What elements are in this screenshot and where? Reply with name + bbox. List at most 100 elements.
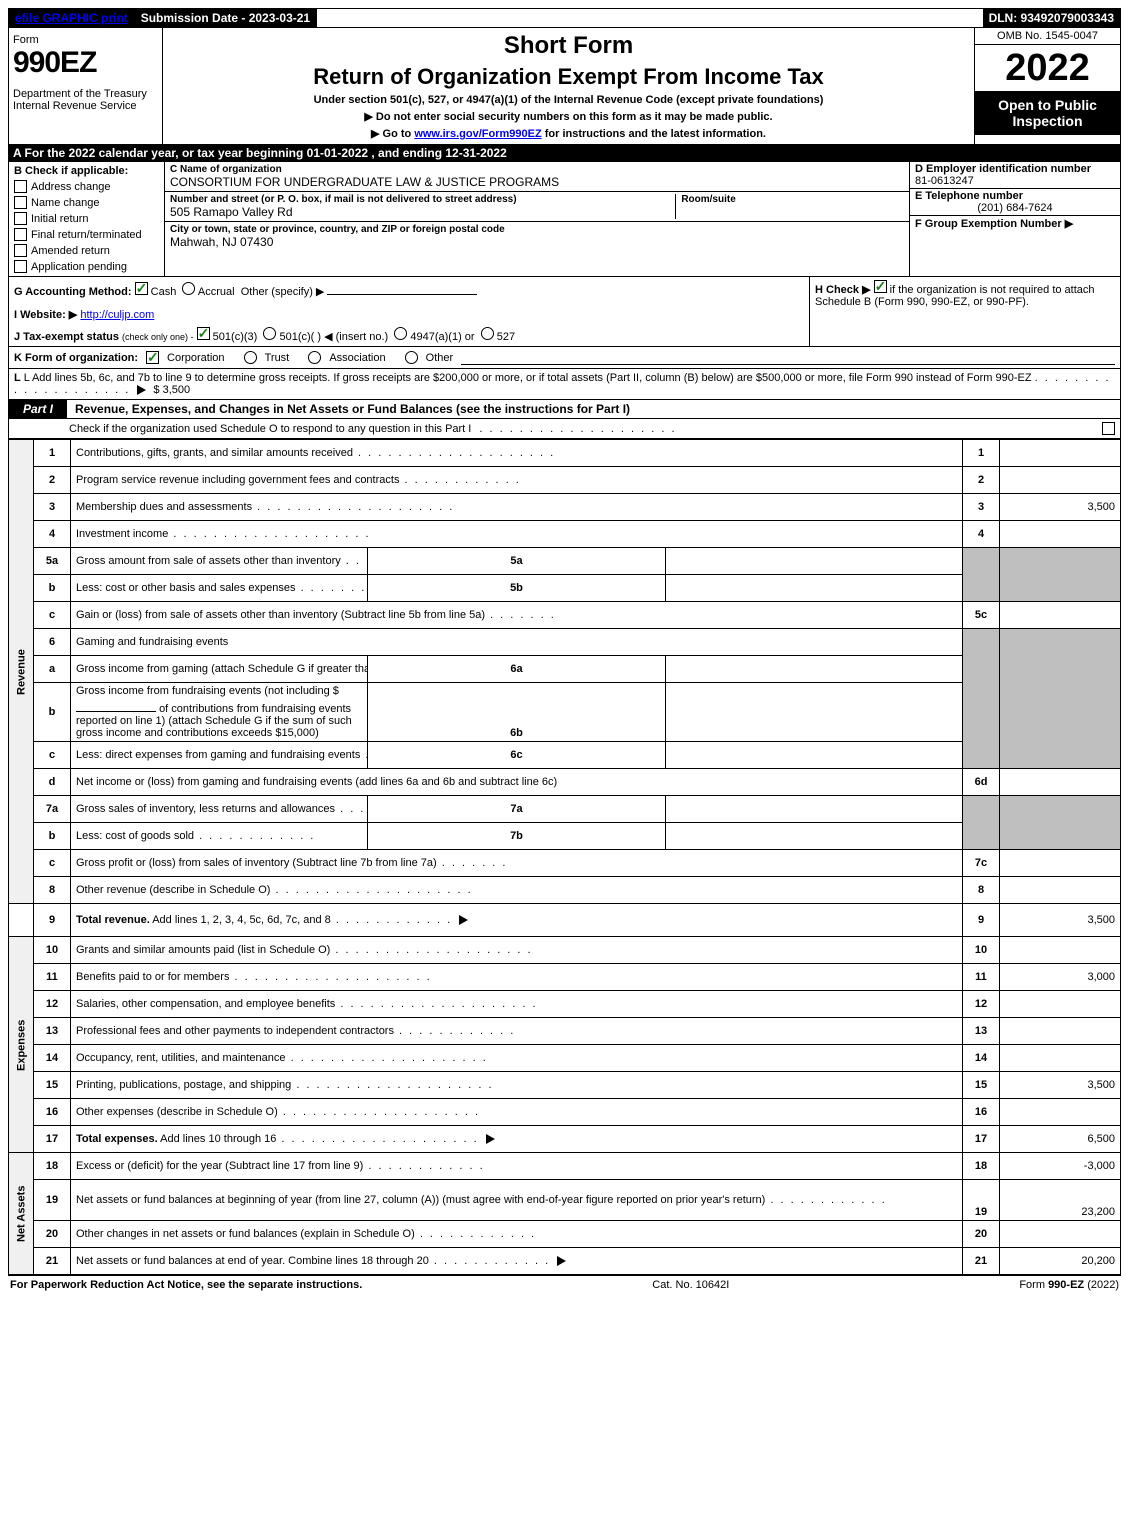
b-title: B Check if applicable:	[14, 165, 159, 177]
form-link[interactable]: www.irs.gov/Form990EZ	[414, 128, 541, 140]
line-2-amount	[1000, 467, 1121, 494]
radio-527[interactable]	[481, 327, 494, 340]
org-name: CONSORTIUM FOR UNDERGRADUATE LAW & JUSTI…	[170, 175, 904, 189]
footer-center: Cat. No. 10642I	[652, 1279, 729, 1291]
g-label: G Accounting Method:	[14, 286, 132, 298]
row-a-tax-year: A For the 2022 calendar year, or tax yea…	[8, 145, 1121, 162]
tax-year: 2022	[975, 45, 1120, 91]
sub3: ▶ Go to www.irs.gov/Form990EZ for instru…	[167, 127, 970, 140]
line-18-amount: -3,000	[1000, 1153, 1121, 1180]
l-row: L L Add lines 5b, 6c, and 7b to line 9 t…	[8, 369, 1121, 400]
checkbox-final-return[interactable]	[14, 228, 27, 241]
line-12-amount	[1000, 991, 1121, 1018]
ein-value: 81-0613247	[915, 175, 1115, 187]
omb: OMB No. 1545-0047	[975, 28, 1120, 45]
c-name-label: C Name of organization	[170, 164, 896, 175]
entity-info: B Check if applicable: Address change Na…	[8, 162, 1121, 277]
line-17-amount: 6,500	[1000, 1126, 1121, 1153]
i-label: I Website: ▶	[14, 309, 77, 321]
checkbox-cash[interactable]	[135, 282, 148, 295]
other-method-input[interactable]	[327, 280, 477, 295]
gh-row: G Accounting Method: Cash Accrual Other …	[8, 277, 1121, 347]
part1-header: Part I Revenue, Expenses, and Changes in…	[8, 400, 1121, 419]
line-7a-amount	[665, 796, 962, 823]
checkbox-address-change[interactable]	[14, 180, 27, 193]
submission-date: Submission Date - 2023-03-21	[135, 9, 317, 27]
part1-tab: Part I	[9, 400, 67, 418]
title-main: Return of Organization Exempt From Incom…	[167, 64, 970, 90]
checkbox-schedule-o-part1[interactable]	[1102, 422, 1115, 435]
checkbox-amended-return[interactable]	[14, 244, 27, 257]
line-15-amount: 3,500	[1000, 1072, 1121, 1099]
radio-accrual[interactable]	[182, 282, 195, 295]
checkbox-application-pending[interactable]	[14, 260, 27, 273]
sub2: ▶ Do not enter social security numbers o…	[167, 110, 970, 123]
h-label: H Check ▶	[815, 284, 871, 296]
k-row: K Form of organization: Corporation Trus…	[8, 347, 1121, 369]
form-label: Form	[13, 34, 39, 46]
title-short: Short Form	[167, 32, 970, 60]
line-5a-amount	[665, 548, 962, 575]
k-label: K Form of organization:	[14, 352, 138, 364]
revenue-table: Revenue 1 Contributions, gifts, grants, …	[8, 439, 1121, 1275]
line-6d-amount	[1000, 769, 1121, 796]
efile-print[interactable]: efile GRAPHIC print	[9, 9, 135, 27]
phone-value: (201) 684-7624	[915, 202, 1115, 214]
line-19-amount: 23,200	[1000, 1180, 1121, 1221]
checkbox-501c3[interactable]	[197, 327, 210, 340]
line-1-amount	[1000, 440, 1121, 467]
group-exemption-label: F Group Exemption Number ▶	[915, 217, 1115, 230]
line-8-amount	[1000, 877, 1121, 904]
form-number: 990EZ	[13, 46, 158, 80]
dept-label: Department of the Treasury Internal Reve…	[13, 88, 158, 112]
line-6b-contrib-input[interactable]	[76, 697, 156, 712]
line-3-amount: 3,500	[1000, 494, 1121, 521]
radio-association[interactable]	[308, 351, 321, 364]
sub1: Under section 501(c), 527, or 4947(a)(1)…	[167, 94, 970, 106]
expenses-tab: Expenses	[9, 937, 34, 1153]
line-7b-amount	[665, 823, 962, 850]
phone-label: E Telephone number	[915, 190, 1115, 202]
checkbox-initial-return[interactable]	[14, 212, 27, 225]
line-6c-amount	[665, 742, 962, 769]
line-14-amount	[1000, 1045, 1121, 1072]
line-6a-amount	[665, 656, 962, 683]
footer-right: Form 990-EZ (2022)	[1019, 1279, 1119, 1291]
netassets-tab: Net Assets	[9, 1153, 34, 1275]
top-bar: efile GRAPHIC print Submission Date - 20…	[8, 8, 1121, 28]
line-5b-amount	[665, 575, 962, 602]
footer-left: For Paperwork Reduction Act Notice, see …	[10, 1279, 362, 1291]
line-16-amount	[1000, 1099, 1121, 1126]
dln: DLN: 93492079003343	[983, 9, 1120, 27]
radio-501c[interactable]	[263, 327, 276, 340]
website-link[interactable]: http://culjp.com	[80, 309, 154, 321]
line-7c-amount	[1000, 850, 1121, 877]
line-6b-amount	[665, 683, 962, 742]
other-org-input[interactable]	[461, 350, 1115, 365]
checkbox-schedule-b-not-required[interactable]	[874, 280, 887, 293]
line-5c-amount	[1000, 602, 1121, 629]
line-21-amount: 20,200	[1000, 1248, 1121, 1275]
radio-other-org[interactable]	[405, 351, 418, 364]
c-city-label: City or town, state or province, country…	[170, 224, 505, 235]
checkbox-corporation[interactable]	[146, 351, 159, 364]
part1-check-row: Check if the organization used Schedule …	[8, 419, 1121, 439]
ein-label: D Employer identification number	[915, 163, 1115, 175]
line-20-amount	[1000, 1221, 1121, 1248]
radio-4947[interactable]	[394, 327, 407, 340]
org-street: 505 Ramapo Valley Rd	[170, 205, 615, 219]
line-13-amount	[1000, 1018, 1121, 1045]
line-10-amount	[1000, 937, 1121, 964]
line-4-amount	[1000, 521, 1121, 548]
revenue-tab: Revenue	[9, 440, 34, 904]
page-footer: For Paperwork Reduction Act Notice, see …	[8, 1275, 1121, 1294]
c-room-label: Room/suite	[681, 194, 896, 205]
l-amount: $ 3,500	[153, 384, 190, 396]
line-9-amount: 3,500	[1000, 904, 1121, 937]
checkbox-name-change[interactable]	[14, 196, 27, 209]
part1-title: Revenue, Expenses, and Changes in Net As…	[67, 402, 630, 416]
form-header: Form 990EZ Department of the Treasury In…	[8, 28, 1121, 145]
org-city: Mahwah, NJ 07430	[170, 235, 513, 249]
radio-trust[interactable]	[244, 351, 257, 364]
line-11-amount: 3,000	[1000, 964, 1121, 991]
